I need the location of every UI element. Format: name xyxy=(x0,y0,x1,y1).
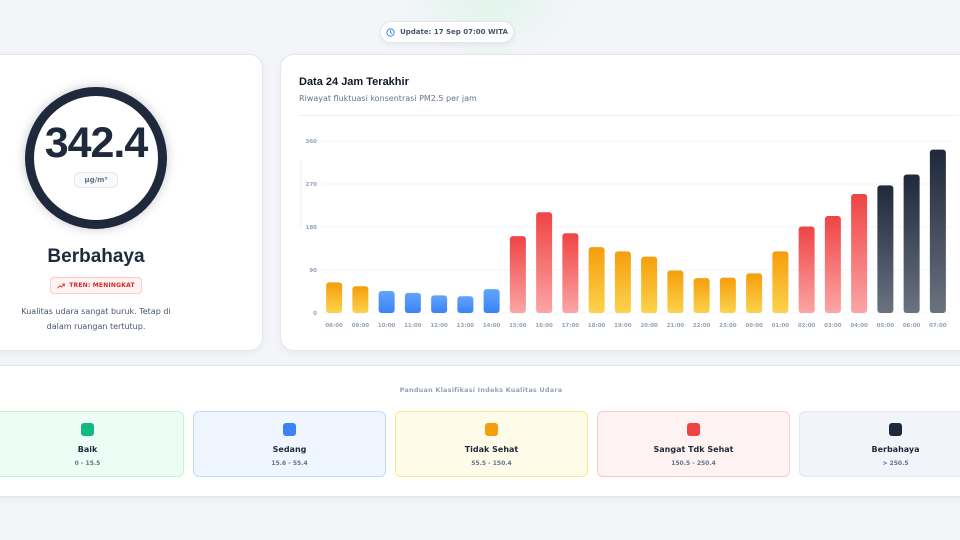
bar-2300[interactable] xyxy=(719,277,736,313)
bar-1400[interactable] xyxy=(483,289,500,313)
y-tick-label: 360 xyxy=(306,139,318,145)
pm25-bar-chart: 0 90 180 270 360 08:00 09:00 10:00 11:00 12:00 13:… xyxy=(300,139,951,329)
category-name: Tidak Sehat xyxy=(464,445,519,454)
update-label: Update: 17 Sep 07:00 WITA xyxy=(400,28,508,36)
trend-up-icon xyxy=(57,283,66,288)
bar-2000[interactable] xyxy=(641,256,658,313)
x-tick-label: 18:00 xyxy=(588,323,606,329)
category-name: Berbahaya xyxy=(871,445,920,454)
category-range: 15.6 - 55.4 xyxy=(271,460,308,467)
category-swatch xyxy=(81,423,94,436)
bar-0300[interactable] xyxy=(824,216,841,313)
bar-1800[interactable] xyxy=(588,247,605,313)
current-aqi-card: 342.4 µg/m³ Berbahaya TREN: MENINGKAT Ku… xyxy=(0,54,263,351)
x-tick-label: 11:00 xyxy=(404,323,422,329)
bar-1000[interactable] xyxy=(378,291,395,313)
x-tick-label: 03:00 xyxy=(824,323,842,329)
category-range: 0 - 15.5 xyxy=(74,460,101,467)
bar-1100[interactable] xyxy=(404,292,421,313)
bar-1600[interactable] xyxy=(536,212,553,313)
aqi-gauge-ring xyxy=(25,87,167,229)
x-tick-label: 13:00 xyxy=(457,323,475,329)
x-tick-label: 06:00 xyxy=(903,323,921,329)
bar-0600[interactable] xyxy=(903,174,920,313)
category-name: Baik xyxy=(77,445,98,454)
y-tick-label: 180 xyxy=(306,225,318,231)
category-card-tidak-sehat: Tidak Sehat 55.5 - 150.4 xyxy=(395,411,588,477)
bar-2100[interactable] xyxy=(667,270,684,313)
x-tick-label: 12:00 xyxy=(430,323,448,329)
bar-2200[interactable] xyxy=(693,278,710,313)
trend-label: TREN: MENINGKAT xyxy=(69,282,135,289)
chart-subtitle: Riwayat fluktuasi konsentrasi PM2.5 per … xyxy=(299,94,477,103)
category-swatch xyxy=(687,423,700,436)
x-tick-label: 17:00 xyxy=(562,323,580,329)
y-tick-label: 0 xyxy=(313,311,317,317)
category-card-baik: Baik 0 - 15.5 xyxy=(0,411,184,477)
x-tick-label: 14:00 xyxy=(483,323,501,329)
x-tick-label: 08:00 xyxy=(325,323,343,329)
category-name: Sedang xyxy=(272,445,307,454)
bar-1700[interactable] xyxy=(562,233,579,313)
bar-0100[interactable] xyxy=(772,251,789,313)
category-range: 150.5 - 250.4 xyxy=(671,460,716,467)
clock-icon xyxy=(386,27,395,37)
guide-title: Panduan Klasifikasi Indeks Kualitas Udar… xyxy=(399,386,563,394)
update-badge: Update: 17 Sep 07:00 WITA xyxy=(380,21,514,43)
category-range: 55.5 - 150.4 xyxy=(471,460,512,467)
aqi-value: 342.4 xyxy=(44,119,149,167)
category-card-sedang: Sedang 15.6 - 55.4 xyxy=(193,411,386,477)
bar-1500[interactable] xyxy=(509,236,526,313)
bar-1900[interactable] xyxy=(614,251,631,313)
x-tick-label: 22:00 xyxy=(693,323,711,329)
status-description: Kualitas udara sangat buruk. Tetap di da… xyxy=(21,307,171,331)
x-tick-label: 01:00 xyxy=(772,323,790,329)
bar-0700[interactable] xyxy=(929,149,946,313)
x-tick-label: 19:00 xyxy=(614,323,632,329)
category-swatch xyxy=(485,423,498,436)
trend-badge: TREN: MENINGKAT xyxy=(50,277,142,294)
x-tick-label: 10:00 xyxy=(378,323,396,329)
bar-0500[interactable] xyxy=(877,185,894,313)
category-name: Sangat Tdk Sehat xyxy=(653,445,734,454)
category-range: > 250.5 xyxy=(882,460,909,467)
bar-0200[interactable] xyxy=(798,226,815,313)
x-tick-label: 21:00 xyxy=(667,323,685,329)
y-tick-label: 90 xyxy=(309,268,317,274)
bar-1200[interactable] xyxy=(431,295,448,313)
x-tick-label: 09:00 xyxy=(352,323,370,329)
category-card-berbahaya: Berbahaya > 250.5 xyxy=(799,411,960,477)
x-tick-label: 07:00 xyxy=(929,323,947,329)
unit-chip: µg/m³ xyxy=(74,172,118,188)
category-swatch xyxy=(889,423,902,436)
x-tick-label: 05:00 xyxy=(877,323,895,329)
chart-divider xyxy=(299,115,959,116)
x-tick-label: 20:00 xyxy=(640,323,658,329)
bar-0400[interactable] xyxy=(851,194,868,313)
bar-0000[interactable] xyxy=(746,273,763,313)
x-tick-label: 15:00 xyxy=(509,323,527,329)
bar-1300[interactable] xyxy=(457,296,474,313)
x-tick-label: 00:00 xyxy=(745,323,763,329)
x-tick-label: 04:00 xyxy=(850,323,868,329)
bar-0900[interactable] xyxy=(352,286,369,313)
status-title: Berbahaya xyxy=(47,246,145,267)
chart-title: Data 24 Jam Terakhir xyxy=(299,76,409,88)
history-chart-card: Data 24 Jam Terakhir Riwayat fluktuasi k… xyxy=(280,54,960,351)
classification-guide-card: Panduan Klasifikasi Indeks Kualitas Udar… xyxy=(0,365,960,497)
x-tick-label: 02:00 xyxy=(798,323,816,329)
y-tick-label: 270 xyxy=(306,182,318,188)
category-swatch xyxy=(283,423,296,436)
x-tick-label: 23:00 xyxy=(719,323,737,329)
bar-0800[interactable] xyxy=(326,282,343,313)
category-card-sangat-tdk-sehat: Sangat Tdk Sehat 150.5 - 250.4 xyxy=(597,411,790,477)
x-tick-label: 16:00 xyxy=(535,323,553,329)
